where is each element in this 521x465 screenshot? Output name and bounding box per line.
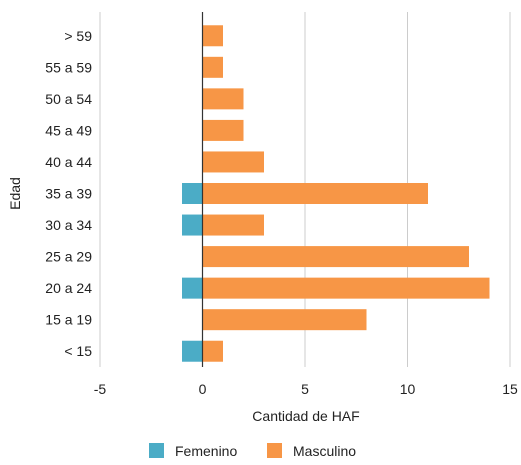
x-tick-label: 10 [400, 381, 416, 397]
x-tick-label: 15 [502, 381, 518, 397]
bar-masculino [202, 309, 367, 331]
y-tick-label: 55 a 59 [45, 59, 92, 75]
y-tick-label: < 15 [64, 343, 92, 359]
y-axis-title: Edad [7, 177, 23, 210]
y-tick-label: 40 a 44 [45, 154, 92, 170]
y-tick-label: 45 a 49 [45, 122, 92, 138]
legend-swatch-masculino [267, 443, 282, 458]
legend-swatch-femenino [149, 443, 164, 458]
legend-label-masculino: Masculino [293, 443, 356, 459]
bar-masculino [202, 25, 223, 47]
bar-masculino [202, 183, 428, 204]
bar-masculino [202, 214, 264, 236]
bar-femenino [182, 214, 203, 236]
legend-label-femenino: Femenino [175, 443, 237, 459]
bar-masculino [202, 151, 264, 173]
y-tick-label: 30 a 34 [45, 217, 92, 233]
bar-femenino [182, 183, 203, 204]
bar-masculino [202, 246, 469, 268]
y-tick-label: 20 a 24 [45, 280, 92, 296]
legend: Femenino Masculino [149, 443, 356, 459]
x-tick-label: 5 [301, 381, 309, 397]
x-tick-label: -5 [94, 381, 107, 397]
axes: -5 0 5 10 15 > 59 55 a 59 50 a 54 45 a 49 40 a 44… [45, 12, 518, 397]
bar-masculino [202, 56, 223, 78]
y-tick-label: > 59 [64, 28, 92, 44]
x-tick-label: 0 [199, 381, 207, 397]
bar-masculino [202, 88, 244, 110]
y-tick-label: 50 a 54 [45, 91, 92, 107]
y-tick-label: 35 a 39 [45, 186, 92, 202]
x-axis-title: Cantidad de HAF [252, 408, 359, 424]
bar-masculino [202, 277, 490, 299]
bar-masculino [202, 119, 244, 141]
bar-femenino [182, 340, 203, 362]
y-tick-label: 15 a 19 [45, 312, 92, 328]
bar-femenino [182, 277, 203, 299]
bar-masculino [202, 340, 223, 362]
y-tick-label: 25 a 29 [45, 249, 92, 265]
bars [182, 25, 490, 362]
